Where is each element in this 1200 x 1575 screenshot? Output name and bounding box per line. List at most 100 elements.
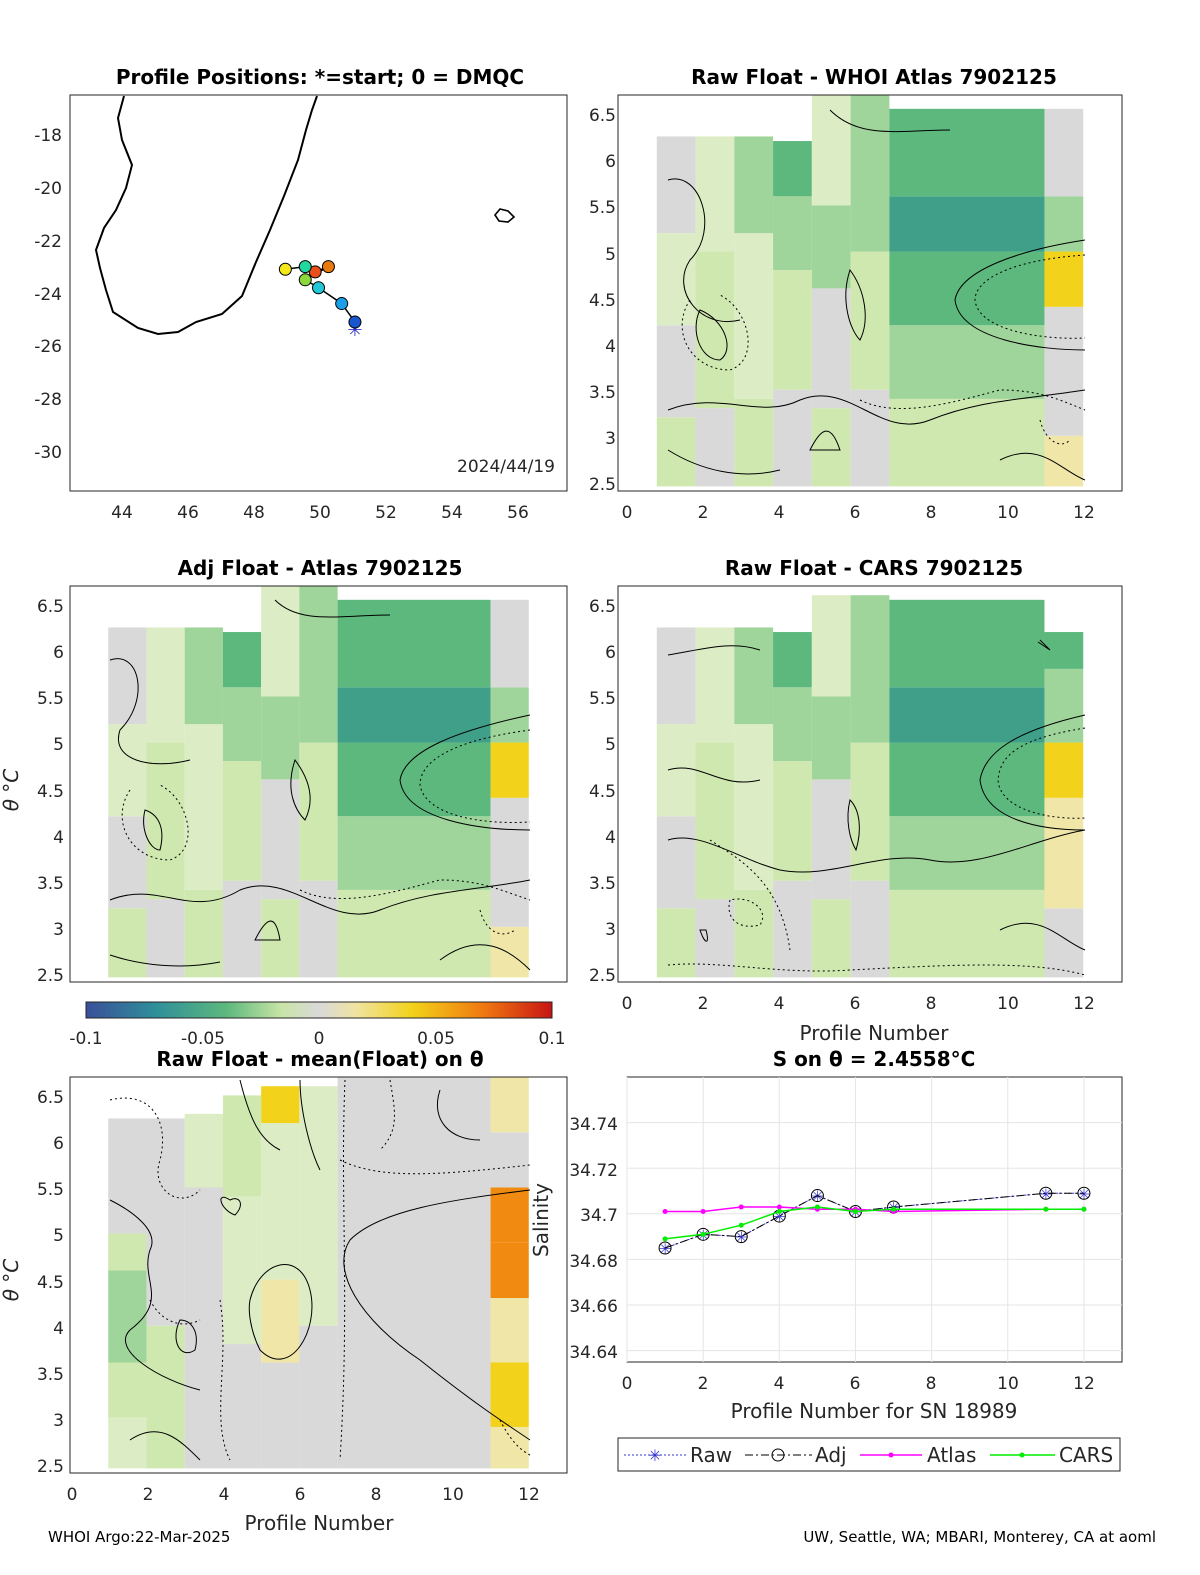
legend-raw-marker: ✳ bbox=[648, 1446, 661, 1465]
heatmap-cell bbox=[222, 760, 262, 881]
mean-x-ticks: 0 2 4 6 8 10 12 bbox=[67, 1485, 540, 1505]
map-y-tick: -20 bbox=[34, 179, 62, 199]
heatmap-cell bbox=[299, 586, 338, 743]
heatmap-cell bbox=[811, 779, 851, 900]
heatmap-cell bbox=[811, 595, 851, 697]
legend-cars-label: CARS bbox=[1059, 1443, 1113, 1467]
raw-point: ✳ bbox=[811, 1188, 824, 1206]
legend-cars-marker bbox=[1019, 1452, 1025, 1458]
heatmap-cell bbox=[299, 1325, 338, 1469]
map-y-tick: -26 bbox=[34, 337, 62, 357]
mean-y-ticks: 6.5 6 5.5 5 4.5 4 3.5 3 2.5 bbox=[37, 1088, 64, 1477]
heatmap-cell bbox=[889, 599, 1045, 688]
mean-y-tick: 5 bbox=[53, 1226, 64, 1246]
heatmap-cell bbox=[889, 251, 1045, 326]
map-y-ticks: -18 -20 -22 -24 -26 -28 -30 bbox=[34, 126, 62, 463]
salinity-legend: ✳ Raw Adj Atlas CARS bbox=[617, 1437, 1121, 1472]
heatmap-cell bbox=[773, 389, 812, 487]
mean-y-tick: 6.5 bbox=[37, 1088, 64, 1108]
heatmap-cell bbox=[734, 724, 774, 890]
adj-y-tick: 6.5 bbox=[37, 597, 64, 617]
heatmap-cell bbox=[184, 1187, 223, 1469]
cars-x-tick: 6 bbox=[850, 994, 861, 1014]
cars-x-tick: 12 bbox=[1073, 994, 1095, 1014]
mean-title: Raw Float - mean(Float) on θ bbox=[156, 1047, 483, 1071]
heatmap-cell bbox=[261, 899, 300, 978]
adj-y-tick: 3 bbox=[53, 920, 64, 940]
cars-point bbox=[662, 1236, 668, 1242]
profile-position-marker bbox=[278, 262, 292, 276]
profile-position-marker bbox=[298, 273, 312, 287]
legend-adj-marker bbox=[771, 1448, 785, 1462]
footer-right: UW, Seattle, WA; MBARI, Monterey, CA at … bbox=[803, 1528, 1156, 1546]
salinity-x-tick: 2 bbox=[698, 1374, 709, 1394]
heatmap-cell bbox=[261, 1279, 300, 1363]
heatmap-cell bbox=[773, 687, 812, 761]
heatmap-cell bbox=[299, 880, 338, 978]
whoi-x-tick: 0 bbox=[622, 503, 633, 523]
heatmap-cell bbox=[222, 632, 262, 688]
profile-position-marker bbox=[312, 281, 325, 295]
heatmap-cell bbox=[656, 627, 696, 725]
raw-point: ✳ bbox=[1040, 1185, 1053, 1203]
heatmap-cell bbox=[1044, 632, 1084, 669]
heatmap-cell bbox=[490, 599, 529, 688]
cars-x-tick: 8 bbox=[926, 994, 937, 1014]
cars-point bbox=[700, 1231, 706, 1237]
heatmap-cell bbox=[889, 816, 1045, 890]
heatmap-cell bbox=[222, 687, 262, 761]
heatmap-cell bbox=[1044, 742, 1084, 798]
mean-y-tick: 4 bbox=[53, 1319, 64, 1339]
raw-point: ✳ bbox=[659, 1240, 672, 1258]
whoi-title: Raw Float - WHOI Atlas 7902125 bbox=[691, 65, 1057, 89]
heatmap-cell bbox=[773, 760, 812, 881]
heatmap-cell bbox=[490, 1077, 529, 1133]
mean-axes-frame bbox=[69, 1076, 568, 1474]
heatmap-cell bbox=[811, 205, 851, 289]
heatmap-cell bbox=[222, 1344, 262, 1469]
whoi-y-ticks: 6.5 6 5.5 5 4.5 4 3.5 3 2.5 bbox=[589, 106, 616, 495]
heatmap-cell bbox=[773, 632, 812, 688]
heatmap-cell bbox=[490, 926, 529, 978]
whoi-heatmap bbox=[656, 95, 1084, 487]
cars-y-tick: 6 bbox=[605, 643, 616, 663]
adj-axes-frame bbox=[69, 585, 568, 983]
heatmap-cell bbox=[695, 408, 735, 487]
heatmap-cell bbox=[261, 1123, 300, 1280]
salinity-y-ticks: 34.74 34.72 34.7 34.68 34.66 34.64 bbox=[569, 1115, 618, 1363]
heatmap-cell bbox=[656, 325, 696, 418]
atlas-point bbox=[776, 1204, 782, 1210]
heatmap-cell bbox=[811, 95, 851, 206]
heatmap-cell bbox=[222, 880, 262, 978]
raw-point: ✳ bbox=[735, 1229, 748, 1247]
whoi-x-tick: 8 bbox=[926, 503, 937, 523]
whoi-contours bbox=[667, 109, 1086, 481]
mean-y-tick: 3.5 bbox=[37, 1365, 64, 1385]
heatmap-cell bbox=[889, 398, 1045, 487]
whoi-y-tick: 6 bbox=[605, 152, 616, 172]
heatmap-cell bbox=[1044, 668, 1084, 743]
heatmap-cell bbox=[773, 269, 812, 390]
salinity-x-tick: 0 bbox=[622, 1374, 633, 1394]
cars-point bbox=[738, 1222, 744, 1228]
heatmap-cell bbox=[490, 1426, 529, 1469]
heatmap-cell bbox=[889, 108, 1045, 197]
cars-y-tick: 3 bbox=[605, 920, 616, 940]
heatmap-cell bbox=[146, 1118, 185, 1326]
mean-x-tick: 0 bbox=[67, 1485, 78, 1505]
salinity-grid bbox=[626, 1077, 1122, 1362]
heatmap-cell bbox=[695, 136, 735, 252]
heatmap-cell bbox=[850, 251, 890, 390]
heatmap-cell bbox=[184, 724, 223, 890]
heatmap-cell bbox=[773, 880, 812, 978]
salinity-x-tick: 6 bbox=[850, 1374, 861, 1394]
atlas-point bbox=[662, 1209, 668, 1215]
profile-position-marker bbox=[308, 265, 322, 279]
map-y-tick: -28 bbox=[34, 390, 62, 410]
heatmap-cell bbox=[734, 233, 774, 399]
salinity-y-tick: 34.64 bbox=[569, 1343, 618, 1363]
cars-point bbox=[852, 1209, 858, 1215]
map-x-tick: 56 bbox=[507, 503, 529, 523]
adj-panel: Adj Float - Atlas 7902125 θ °C 6.5 6 5.5… bbox=[0, 556, 568, 986]
profile-position-marker bbox=[348, 315, 362, 329]
